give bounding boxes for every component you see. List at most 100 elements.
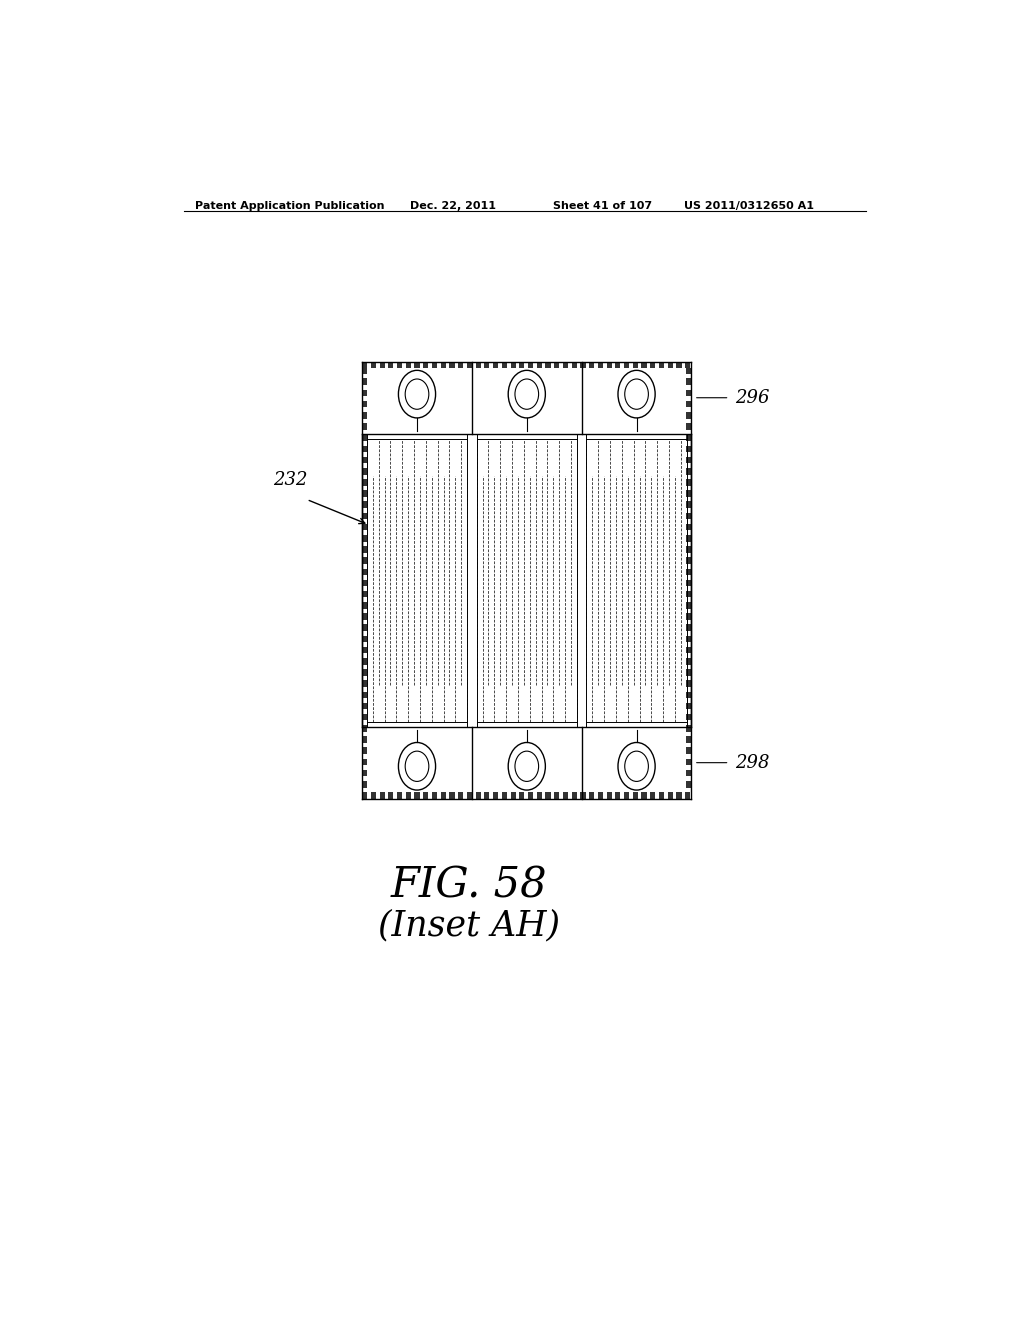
Bar [362,479,368,486]
Bar [686,725,691,731]
Bar [686,524,691,531]
Bar [362,657,368,664]
Bar [397,362,402,368]
Bar [686,479,691,486]
Bar [362,524,368,531]
Bar [528,362,534,368]
Bar [458,362,463,368]
Bar [677,362,682,368]
Bar [686,557,691,564]
Bar [362,412,368,418]
Bar [686,389,691,396]
Circle shape [406,751,429,781]
Circle shape [625,379,648,409]
Bar [388,792,393,799]
Bar [362,647,368,653]
Bar [484,362,489,368]
Bar [423,792,428,799]
Bar [598,792,603,799]
Bar [668,792,673,799]
Text: 296: 296 [735,388,770,407]
Bar [589,792,594,799]
Bar [432,792,437,799]
Bar [537,362,542,368]
Bar [686,781,691,788]
Bar [362,624,368,631]
Bar [406,792,411,799]
Bar [362,781,368,788]
Bar [686,512,691,519]
Bar [362,535,368,541]
Bar [388,362,393,368]
Text: Dec. 22, 2011: Dec. 22, 2011 [410,201,496,211]
Bar [554,792,559,799]
Bar [362,434,368,441]
Bar [450,792,455,799]
Bar [686,680,691,686]
Bar [537,792,542,799]
Bar [633,362,638,368]
Circle shape [508,742,546,791]
Bar [362,401,368,408]
Bar [415,792,420,799]
Circle shape [398,371,435,418]
Circle shape [625,751,648,781]
Bar [581,362,586,368]
Bar [397,792,402,799]
Bar [519,792,524,799]
Bar [641,362,646,368]
Bar [686,546,691,553]
Bar [581,792,586,799]
Bar [362,636,368,643]
Bar [624,792,629,799]
Bar [686,401,691,408]
Bar [467,792,472,799]
Bar [494,362,499,368]
Circle shape [398,742,435,791]
Bar [685,792,690,799]
Bar [362,714,368,721]
Bar [362,490,368,496]
Circle shape [618,742,655,791]
Bar [362,502,368,508]
Bar [650,362,655,368]
Text: US 2011/0312650 A1: US 2011/0312650 A1 [684,201,813,211]
Bar [686,424,691,430]
Bar [686,692,691,698]
Bar [423,362,428,368]
Bar [362,512,368,519]
Bar [362,702,368,709]
Bar [380,362,385,368]
Bar [589,362,594,368]
Bar [571,792,577,799]
Bar [658,792,665,799]
Bar [686,647,691,653]
Bar [362,579,368,586]
Bar [686,759,691,766]
Bar [624,362,629,368]
Bar [362,368,368,374]
Bar [686,737,691,743]
Bar [686,490,691,496]
Bar [467,362,472,368]
Bar [362,669,368,676]
Text: Patent Application Publication: Patent Application Publication [196,201,385,211]
Bar [406,362,411,368]
Bar [362,602,368,609]
Bar [686,579,691,586]
Bar [641,792,646,799]
Bar [528,792,534,799]
Bar [362,614,368,620]
Bar [432,362,437,368]
Bar [362,591,368,598]
Bar [686,591,691,598]
Bar [677,792,682,799]
Bar [686,379,691,385]
Bar [563,792,568,799]
Bar [362,389,368,396]
Bar [686,467,691,474]
Bar [686,636,691,643]
Bar [362,737,368,743]
Bar [686,502,691,508]
Bar [633,792,638,799]
